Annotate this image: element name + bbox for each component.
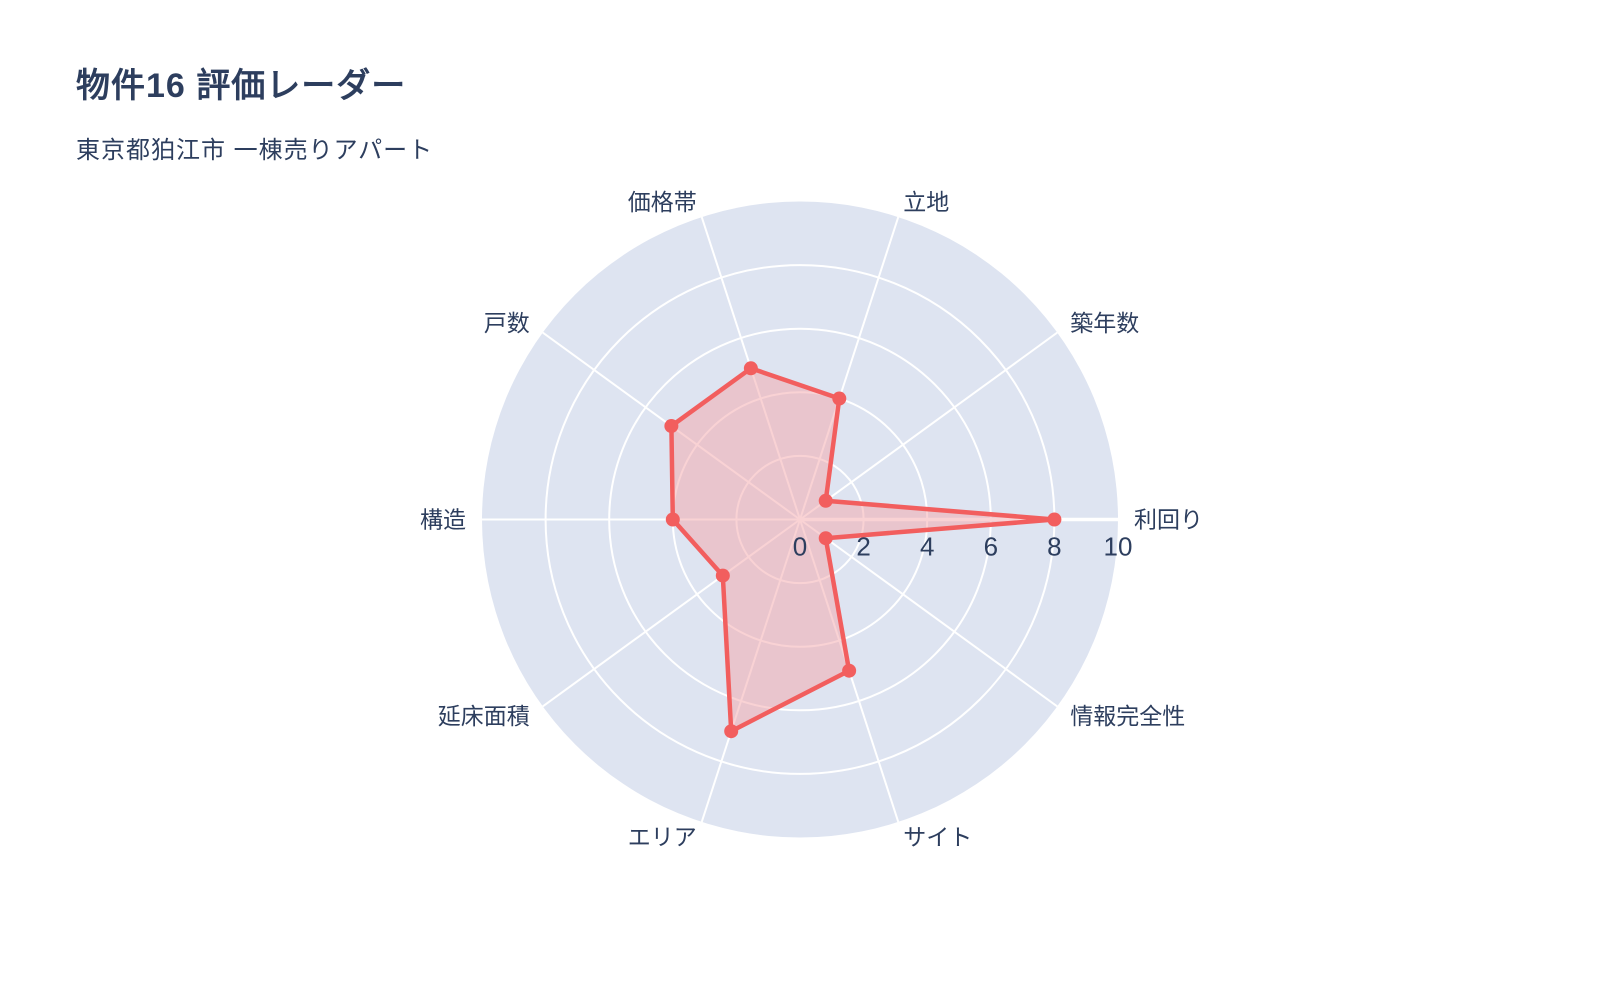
- axis-label-7: エリア: [628, 824, 697, 850]
- axis-label-5: 構造: [420, 507, 466, 533]
- page-subtitle: 東京都狛江市 一棟売りアパート: [76, 137, 434, 164]
- axis-label-6: 延床面積: [438, 703, 530, 729]
- data-point-6: [715, 568, 730, 583]
- axis-label-4: 戸数: [484, 310, 530, 336]
- data-point-4: [664, 419, 679, 434]
- data-point-9: [818, 531, 833, 546]
- data-point-7: [724, 724, 739, 739]
- radial-tick-2: 2: [856, 532, 870, 562]
- data-point-1: [818, 493, 833, 508]
- axis-label-0: 利回り: [1134, 507, 1203, 533]
- data-point-2: [832, 391, 847, 406]
- radial-tick-0: 0: [793, 532, 807, 562]
- axis-label-8: サイト: [903, 824, 972, 850]
- axis-spoke-1: [799, 331, 1058, 521]
- page-title: 物件16 評価レーダー: [76, 67, 407, 105]
- axis-label-9: 情報完全性: [1070, 703, 1185, 729]
- radial-tick-8: 8: [1047, 532, 1061, 562]
- radial-tick-10: 10: [1104, 532, 1133, 562]
- radial-tick-4: 4: [920, 532, 934, 562]
- data-point-8: [842, 663, 857, 678]
- data-point-5: [665, 512, 680, 527]
- radial-tick-6: 6: [984, 532, 998, 562]
- data-point-0: [1047, 512, 1062, 527]
- axis-label-1: 築年数: [1070, 310, 1139, 336]
- data-point-3: [743, 361, 758, 376]
- axis-spoke-9: [799, 518, 1058, 708]
- axis-label-3: 価格帯: [628, 189, 697, 215]
- axis-label-2: 立地: [903, 189, 949, 215]
- radar-series-fill: [671, 368, 1055, 732]
